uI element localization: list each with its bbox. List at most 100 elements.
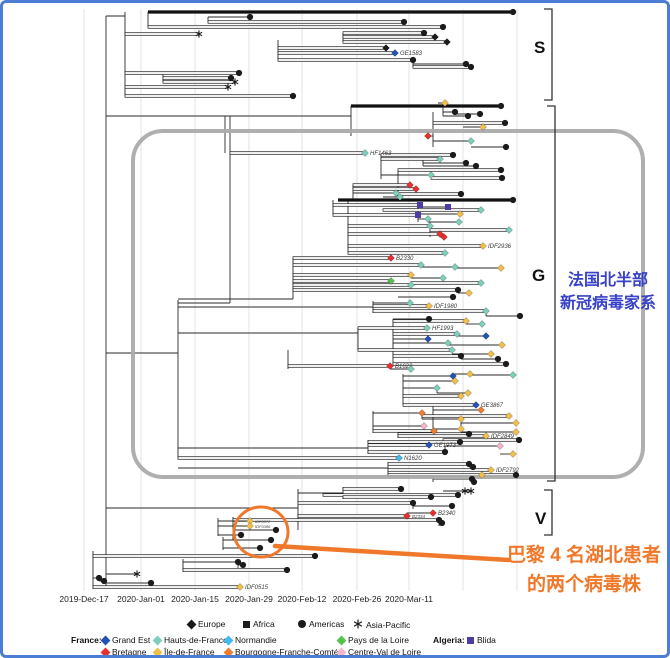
axis-tick-label: 2020-Mar-11	[384, 594, 434, 604]
branch-hollow	[297, 501, 414, 505]
branch-hollow	[92, 554, 316, 558]
branch-hollow	[162, 76, 232, 80]
tip-diamond	[509, 450, 517, 458]
tip-diamond	[427, 171, 435, 179]
tip-diamond	[465, 289, 473, 297]
tip-circle	[311, 552, 319, 560]
branch-hollow	[387, 468, 492, 472]
tip-circle	[497, 166, 505, 174]
tip-circle	[515, 436, 523, 444]
tip-diamond	[467, 137, 475, 145]
legend-region-hauts-de-france: Hauts-de-France	[152, 635, 228, 646]
tip-diamond	[512, 428, 520, 436]
legend-continent-asia-pacific: Asia-Pacific	[353, 619, 410, 631]
tip-circle	[235, 69, 243, 77]
branch-hollow	[430, 176, 503, 180]
tip-diamond	[392, 189, 400, 197]
tip-diamond	[466, 370, 474, 378]
branch-hollow	[347, 224, 431, 228]
branch-hollow	[124, 85, 229, 89]
diamond-icon	[336, 635, 347, 646]
tip-diamond	[462, 317, 470, 325]
legend-label: Europe	[198, 619, 226, 629]
tip-diamond	[477, 279, 485, 287]
branch-hollow	[92, 585, 241, 589]
branch-hollow	[292, 283, 412, 287]
legend-label: Americas	[309, 619, 345, 629]
tip-circle	[498, 174, 506, 182]
tip-diamond	[456, 210, 464, 218]
tip-diamond	[430, 427, 438, 435]
tip-diamond	[478, 320, 486, 328]
strain-label: IDF1980	[434, 304, 458, 310]
tip-diamond	[391, 49, 399, 57]
branch-hollow	[410, 281, 482, 285]
tip-circle	[472, 162, 480, 170]
branch-hollow	[297, 514, 408, 518]
branch-hollow	[372, 304, 430, 308]
square-icon	[467, 637, 474, 644]
legend-region-bourgogne-franche-comt-: Bourgogne-Franche-Comté	[223, 647, 338, 655]
tip-circle	[448, 502, 456, 510]
branch-hollow	[392, 332, 458, 336]
legend-region-centre-val-de-loire: Centre-Val de Loire	[336, 647, 421, 655]
legend-region-grand-est: Grand Est	[100, 635, 151, 646]
strain-label: B2334	[412, 514, 426, 519]
branch-hollow	[229, 151, 366, 155]
legend-france-prefix: France:	[71, 635, 102, 645]
blue-annotation-line1: 法国北半部	[567, 272, 648, 289]
tip-diamond	[509, 371, 517, 379]
blue-annotation: 法国北半部 新冠病毒家系	[549, 269, 667, 315]
legend-region--le-de-france: Île-de-France	[152, 647, 215, 657]
diamond-icon	[152, 647, 163, 655]
diamond-icon	[100, 647, 111, 655]
tip-circle	[464, 112, 472, 120]
tip-circle	[502, 143, 510, 151]
tip-circle	[420, 29, 428, 37]
tip-diamond	[479, 123, 487, 131]
branch-hollow	[292, 273, 412, 277]
tip-diamond	[424, 215, 432, 223]
tip-circle	[462, 159, 470, 167]
tip-diamond	[478, 471, 486, 479]
clade-label-v: V	[535, 509, 547, 528]
legend-label: Île-de-France	[164, 647, 215, 657]
tip-circle	[502, 360, 510, 368]
tip-diamond	[407, 271, 415, 279]
legend-continent-americas: Americas	[298, 619, 344, 629]
tip-circle	[457, 190, 465, 198]
branch-hollow	[392, 354, 462, 358]
clade-label-g: G	[532, 266, 546, 285]
square-icon	[243, 621, 250, 628]
orange-annotation: 巴黎 4 名湖北患者 的两个病毒株	[503, 541, 665, 600]
tip-diamond	[444, 339, 452, 347]
branch-hollow	[342, 31, 425, 35]
branch-hollow	[347, 232, 441, 236]
branch-hollow	[352, 183, 411, 187]
tip-circle	[409, 56, 417, 64]
strain-label: GE1973	[434, 443, 457, 449]
legend-label: Grand Est	[112, 635, 151, 645]
branch-hollow	[432, 121, 506, 125]
tip-diamond	[386, 362, 394, 370]
branch-hollow	[342, 35, 436, 39]
tip-diamond	[448, 346, 456, 354]
tip-diamond	[429, 509, 437, 517]
tip-diamond	[418, 409, 426, 417]
tip-diamond	[396, 193, 404, 201]
tip-diamond	[451, 263, 459, 271]
axis-tick-label: 2020-Jan-29	[225, 594, 273, 604]
branch-hollow	[124, 71, 240, 75]
tip-circle	[476, 110, 484, 118]
legend-label: Normandie	[235, 635, 277, 645]
tip-circle	[465, 430, 473, 438]
branch-hollow	[421, 414, 510, 418]
tip-circle	[267, 536, 275, 544]
tip-circle	[272, 526, 280, 534]
legend-label: Blida	[477, 635, 496, 645]
tip-diamond	[464, 389, 472, 397]
branch-hollow	[177, 456, 400, 460]
tip-diamond	[403, 512, 411, 520]
clade-label-s: S	[534, 38, 546, 57]
tip-diamond	[407, 365, 415, 373]
